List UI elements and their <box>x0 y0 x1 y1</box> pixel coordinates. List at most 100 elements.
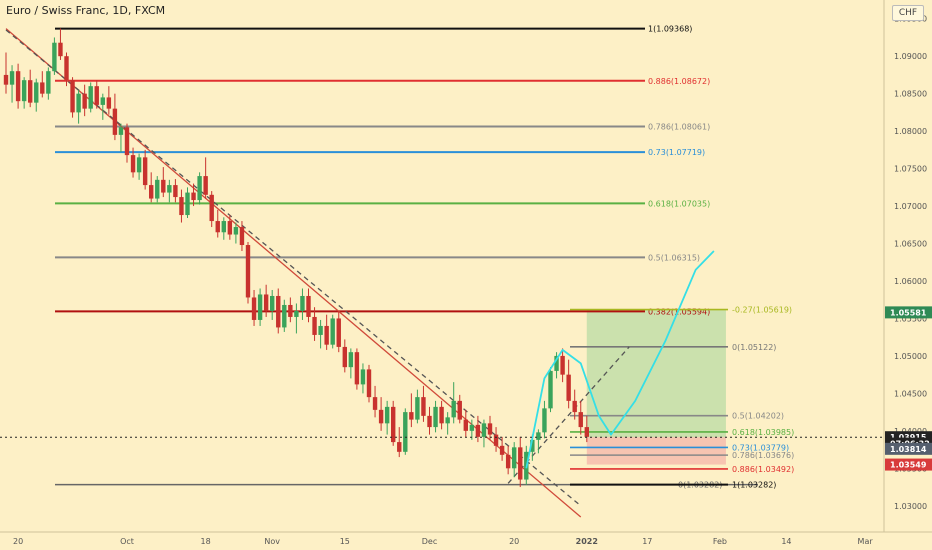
candle-body[interactable] <box>28 80 33 103</box>
candle-body[interactable] <box>391 406 396 443</box>
candle-body[interactable] <box>312 316 317 335</box>
candle-body[interactable] <box>542 408 547 433</box>
candle-body[interactable] <box>294 310 299 317</box>
candle-body[interactable] <box>342 346 347 368</box>
candle-body[interactable] <box>82 93 87 109</box>
candle-body[interactable] <box>403 412 408 452</box>
candle-body[interactable] <box>46 71 51 94</box>
candle-body[interactable] <box>439 406 444 424</box>
candle-body[interactable] <box>530 439 535 452</box>
candle-body[interactable] <box>578 412 583 428</box>
candle-body[interactable] <box>215 221 220 233</box>
candle-body[interactable] <box>330 318 335 345</box>
candle-body[interactable] <box>227 221 233 235</box>
candle-body[interactable] <box>493 434 499 446</box>
candle-body[interactable] <box>560 355 565 375</box>
target-profit-zone[interactable] <box>586 309 726 438</box>
candle-body[interactable] <box>161 179 166 193</box>
candle-body[interactable] <box>124 127 130 156</box>
candle-body[interactable] <box>318 325 323 335</box>
candle-body[interactable] <box>76 93 81 113</box>
candle-body[interactable] <box>112 108 118 135</box>
candle-body[interactable] <box>191 192 196 201</box>
candle-body[interactable] <box>64 56 69 81</box>
candle-body[interactable] <box>15 71 21 102</box>
candle-body[interactable] <box>451 400 456 418</box>
candle-body[interactable] <box>40 82 45 94</box>
candle-body[interactable] <box>173 185 178 198</box>
candle-body[interactable] <box>276 295 281 328</box>
candle-body[interactable] <box>300 295 305 311</box>
candle-body[interactable] <box>221 221 226 233</box>
candle-body[interactable] <box>233 227 239 235</box>
candle-body[interactable] <box>415 397 420 420</box>
candle-body[interactable] <box>209 194 214 222</box>
candle-body[interactable] <box>445 417 450 424</box>
candle-body[interactable] <box>245 245 251 298</box>
candle-body[interactable] <box>566 374 571 401</box>
candle-body[interactable] <box>554 355 559 371</box>
candle-body[interactable] <box>457 400 462 420</box>
candle-body[interactable] <box>34 82 39 103</box>
candle-body[interactable] <box>70 80 75 113</box>
candle-body[interactable] <box>149 185 154 199</box>
candle-body[interactable] <box>197 176 202 201</box>
currency-badge[interactable]: CHF <box>892 5 924 21</box>
candle-body[interactable] <box>366 369 372 398</box>
candle-body[interactable] <box>475 424 481 437</box>
candle-body[interactable] <box>203 176 208 195</box>
candle-body[interactable] <box>185 192 190 216</box>
candle-body[interactable] <box>324 325 329 345</box>
candle-body[interactable] <box>572 400 577 413</box>
candle-body[interactable] <box>52 42 57 72</box>
candle-body[interactable] <box>548 370 553 409</box>
candle-body[interactable] <box>409 412 414 420</box>
candle-body[interactable] <box>360 369 366 385</box>
candle-body[interactable] <box>21 80 27 102</box>
candle-body[interactable] <box>463 419 468 431</box>
candle-body[interactable] <box>167 185 172 193</box>
candle-body[interactable] <box>397 442 402 452</box>
candle-body[interactable] <box>118 127 124 135</box>
candle-body[interactable] <box>499 445 505 455</box>
candle-body[interactable] <box>512 447 517 469</box>
candle-body[interactable] <box>469 424 475 431</box>
candle-body[interactable] <box>481 423 487 437</box>
candle-body[interactable] <box>100 97 105 105</box>
candle-body[interactable] <box>487 423 493 435</box>
candle-body[interactable] <box>384 406 390 424</box>
candle-body[interactable] <box>421 397 426 416</box>
candle-body[interactable] <box>433 406 438 428</box>
candle-body[interactable] <box>130 155 136 173</box>
candle-body[interactable] <box>348 352 354 368</box>
candle-body[interactable] <box>58 42 63 57</box>
candle-body[interactable] <box>136 157 142 173</box>
candle-body[interactable] <box>378 409 384 424</box>
candle-body[interactable] <box>251 297 257 320</box>
candle-body[interactable] <box>9 71 15 85</box>
projection-curve[interactable] <box>525 250 715 469</box>
candle-body[interactable] <box>288 304 293 317</box>
candle-body[interactable] <box>536 432 541 440</box>
candle-body[interactable] <box>239 227 245 246</box>
candle-body[interactable] <box>584 427 589 437</box>
candle-body[interactable] <box>3 74 9 85</box>
candle-body[interactable] <box>336 318 341 347</box>
candle-body[interactable] <box>372 397 378 410</box>
candle-body[interactable] <box>282 304 287 328</box>
candle-body[interactable] <box>270 295 275 311</box>
candle-body[interactable] <box>354 352 360 385</box>
candle-body[interactable] <box>94 86 99 105</box>
candle-body[interactable] <box>306 295 311 317</box>
candle-body[interactable] <box>106 97 112 109</box>
candle-body[interactable] <box>179 197 184 216</box>
candle-body[interactable] <box>155 179 160 199</box>
candle-body[interactable] <box>518 447 523 480</box>
candle-body[interactable] <box>505 454 511 469</box>
stop-loss-zone[interactable] <box>586 437 726 465</box>
candle-body[interactable] <box>142 157 148 186</box>
candle-body[interactable] <box>263 294 269 311</box>
candle-body[interactable] <box>88 86 93 109</box>
candle-body[interactable] <box>427 415 432 428</box>
